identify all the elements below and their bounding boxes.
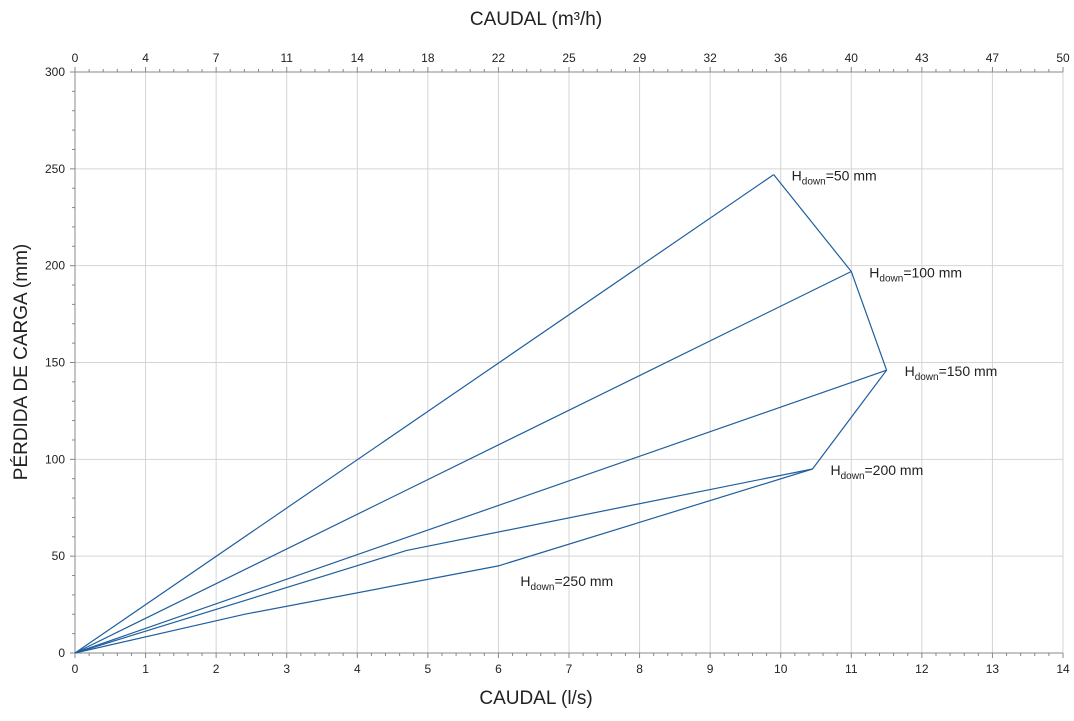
y-tick-label-5: 250 <box>45 162 65 176</box>
x-top-tick-label-6: 22 <box>492 51 506 65</box>
x-top-tick-label-1: 4 <box>142 51 149 65</box>
series-line-4 <box>74 468 813 654</box>
annotation-rest-4: =250 mm <box>554 573 613 589</box>
annotation-rest-3: =200 mm <box>865 462 924 478</box>
annotation-label-3: Hdown=200 mm <box>830 462 923 482</box>
axes-layer: 0 1 2 3 4 5 6 7 8 9 10 11 12 13 140 4 7 11 14 18 22 25 29 32 36 4… <box>45 51 1070 676</box>
x-axis-title: CAUDAL (l/s) <box>479 688 592 709</box>
annotation-sub-0: down <box>802 177 826 188</box>
annotation-main-2: H <box>905 363 915 379</box>
x-top-tick-label-9: 32 <box>703 51 717 65</box>
x-top-tick-label-14: 50 <box>1056 51 1070 65</box>
x-tick-label-4: 4 <box>354 662 361 676</box>
annotation-sub-1: down <box>879 273 903 284</box>
y-tick-label-1: 50 <box>52 549 66 563</box>
annotation-main-3: H <box>830 462 840 478</box>
x-tick-label-1: 1 <box>142 662 149 676</box>
x-tick-label-14: 14 <box>1056 662 1070 676</box>
annotation-main-4: H <box>520 573 530 589</box>
x-tick-label-3: 3 <box>283 662 290 676</box>
x-top-tick-label-8: 29 <box>633 51 647 65</box>
x-top-tick-label-5: 18 <box>421 51 435 65</box>
series-line-2 <box>74 369 887 654</box>
x-tick-label-8: 8 <box>636 662 643 676</box>
x-tick-label-13: 13 <box>986 662 1000 676</box>
x-top-tick-label-2: 7 <box>213 51 220 65</box>
x-tick-label-9: 9 <box>707 662 714 676</box>
annotation-label-2: Hdown=150 mm <box>905 363 998 383</box>
x-tick-label-0: 0 <box>72 662 79 676</box>
y-tick-label-0: 0 <box>58 646 65 660</box>
x-top-tick-label-7: 25 <box>562 51 576 65</box>
x-tick-label-12: 12 <box>915 662 929 676</box>
x-top-tick-label-13: 47 <box>986 51 1000 65</box>
y-tick-label-3: 150 <box>45 356 65 370</box>
annotation-rest-0: =50 mm <box>826 168 877 184</box>
annotation-main-0: H <box>792 168 802 184</box>
x-tick-label-6: 6 <box>495 662 502 676</box>
x-top-tick-label-0: 0 <box>72 51 79 65</box>
x-tick-label-5: 5 <box>425 662 432 676</box>
annotation-label-1: Hdown=100 mm <box>869 264 962 284</box>
annotation-label-4: Hdown=250 mm <box>520 573 613 593</box>
x-top-tick-label-3: 11 <box>280 51 293 65</box>
y-tick-label-4: 200 <box>45 259 65 273</box>
series-line-1 <box>74 270 852 654</box>
x-top-tick-label-12: 43 <box>915 51 929 65</box>
annotation-label-0: Hdown=50 mm <box>792 168 877 188</box>
x-top-tick-label-4: 14 <box>351 51 365 65</box>
annotation-sub-4: down <box>531 582 555 593</box>
x-tick-label-10: 10 <box>774 662 788 676</box>
annotation-rest-2: =150 mm <box>939 363 998 379</box>
annotation-sub-3: down <box>841 471 865 482</box>
y-tick-label-6: 300 <box>45 65 65 79</box>
annotation-sub-2: down <box>915 372 939 383</box>
annotation-rest-1: =100 mm <box>903 264 962 280</box>
x-top-tick-label-10: 36 <box>774 51 788 65</box>
series-layer <box>74 174 888 654</box>
y-axis-title: PÉRDIDA DE CARGA (mm) <box>11 244 32 480</box>
series-line-3 <box>74 468 813 654</box>
x-tick-label-7: 7 <box>566 662 573 676</box>
series-line-0 <box>74 174 775 654</box>
x-tick-label-2: 2 <box>213 662 220 676</box>
grid-layer <box>75 71 1064 653</box>
y-tick-label-2: 100 <box>45 452 65 466</box>
x-top-tick-label-11: 40 <box>845 51 859 65</box>
annotation-main-1: H <box>869 264 879 280</box>
x-tick-label-11: 11 <box>845 662 858 676</box>
x-top-axis-title: CAUDAL (m³/h) <box>470 9 602 30</box>
series-line-5 <box>773 174 888 470</box>
